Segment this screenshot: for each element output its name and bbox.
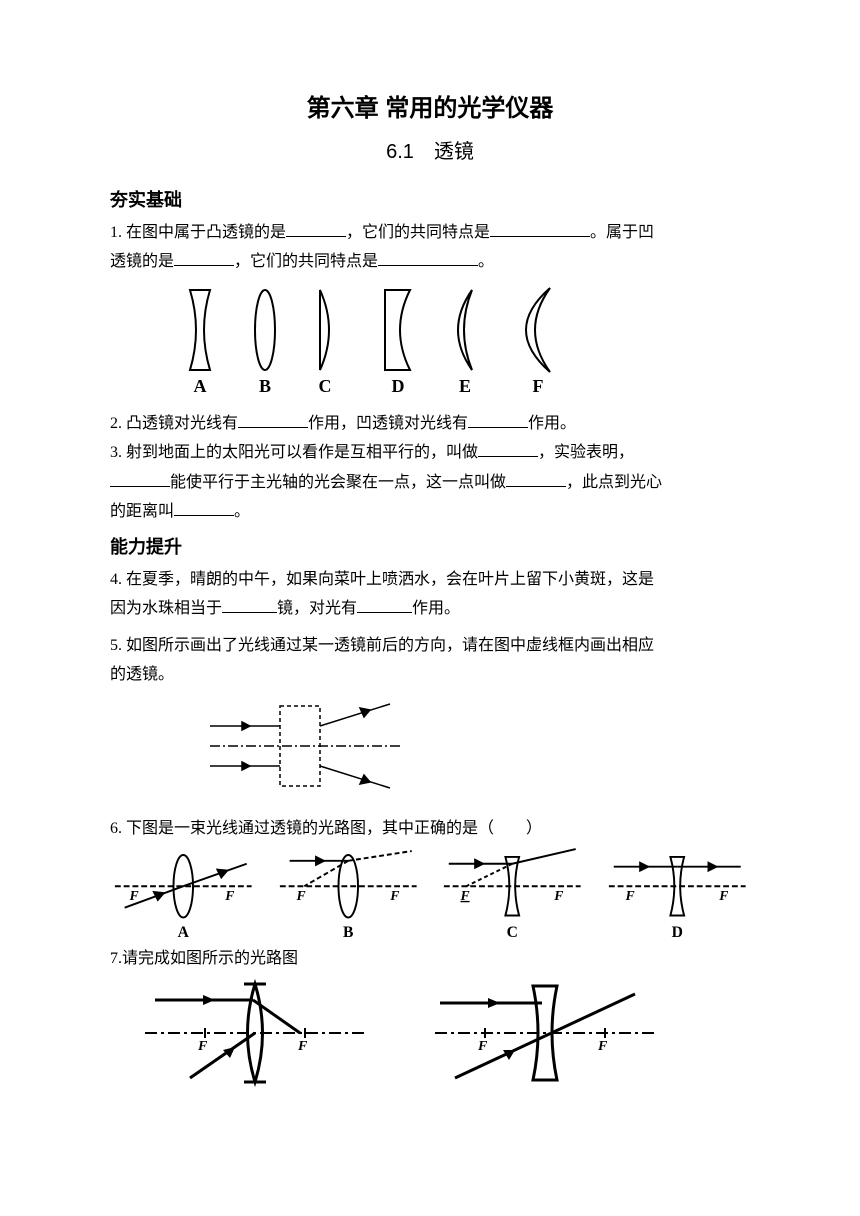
heading-advance: 能力提升: [110, 533, 750, 562]
q4-line2: 因为水珠相当于 镜，对光有 作用。: [110, 595, 750, 622]
lens-label-c: C: [319, 376, 332, 396]
q3-a: 3. 射到地面上的太阳光可以看作是互相平行的，叫做: [110, 444, 478, 461]
q3-d: ，此点到光心: [566, 474, 662, 491]
blank: [357, 597, 412, 613]
q1-text-2b: ，它们的共同特点是: [234, 253, 378, 270]
lens-label-d: D: [392, 376, 405, 396]
blank: [478, 441, 538, 457]
blank: [222, 597, 277, 613]
q4-a: 4. 在夏季，晴朗的中午，如果向菜叶上喷洒水，会在叶片上留下小黄斑，这是: [110, 571, 654, 588]
blank: [490, 221, 590, 237]
svg-text:A: A: [178, 924, 190, 941]
blank: [174, 250, 234, 266]
svg-text:F: F: [389, 888, 399, 903]
q4-b: 因为水珠相当于: [110, 600, 222, 617]
chapter-title: 第六章 常用的光学仪器: [110, 90, 750, 128]
blank: [468, 412, 528, 428]
svg-text:F: F: [624, 888, 634, 903]
blank: [506, 471, 566, 487]
q4-d: 作用。: [412, 600, 460, 617]
q1-text-2c: 。: [478, 253, 494, 270]
heading-basics: 夯实基础: [110, 186, 750, 215]
q1-text-2a: 透镜的是: [110, 253, 174, 270]
lens-label-f: F: [533, 376, 544, 396]
q6-option-c: F F C: [439, 848, 586, 943]
svg-text:F: F: [295, 888, 305, 903]
q7-figure-concave: F F: [430, 978, 660, 1088]
q3-line2: 能使平行于主光轴的光会聚在一点，这一点叫做 ，此点到光心: [110, 469, 750, 496]
q5-b: 的透镜。: [110, 666, 174, 683]
q2-b: 作用，凹透镜对光线有: [308, 415, 468, 432]
q5-line2: 的透镜。: [110, 661, 750, 688]
svg-text:B: B: [343, 924, 353, 941]
blank: [238, 412, 308, 428]
svg-text:F: F: [718, 888, 728, 903]
q1-text-1c: 。属于凹: [590, 224, 654, 241]
q3-e: 的距离叫: [110, 503, 174, 520]
q1-text-1a: 1. 在图中属于凸透镜的是: [110, 224, 286, 241]
q7-figure-convex: F F: [140, 978, 370, 1088]
q1-line1: 1. 在图中属于凸透镜的是 ，它们的共同特点是 。属于凹: [110, 219, 750, 246]
q2-c: 作用。: [528, 415, 576, 432]
q6-text: 6. 下图是一束光线通过透镜的光路图，其中正确的是（ ）: [110, 815, 750, 842]
q3-c: 能使平行于主光轴的光会聚在一点，这一点叫做: [170, 474, 506, 491]
q5-figure: [200, 696, 750, 805]
q4-line1: 4. 在夏季，晴朗的中午，如果向菜叶上喷洒水，会在叶片上留下小黄斑，这是: [110, 566, 750, 593]
svg-text:F: F: [297, 1039, 308, 1054]
q1-text-1b: ，它们的共同特点是: [346, 224, 490, 241]
q6-options: F F A F F B F F: [110, 848, 750, 943]
q2-a: 2. 凸透镜对光线有: [110, 415, 238, 432]
q7-figures: F F F F: [140, 978, 750, 1088]
svg-text:F: F: [224, 888, 234, 903]
blank: [174, 500, 234, 516]
q3-line3: 的距离叫 。: [110, 498, 750, 525]
q4-c: 镜，对光有: [277, 600, 357, 617]
q7-text: 7.请完成如图所示的光路图: [110, 945, 750, 972]
svg-text:F: F: [197, 1039, 208, 1054]
svg-text:C: C: [507, 924, 518, 941]
q3-b: ，实验表明，: [538, 444, 634, 461]
section-title: 6.1 透镜: [110, 136, 750, 168]
svg-text:F: F: [129, 888, 139, 903]
q5-line1: 5. 如图所示画出了光线通过某一透镜前后的方向，请在图中虚线框内画出相应: [110, 632, 750, 659]
q2: 2. 凸透镜对光线有 作用，凹透镜对光线有 作用。: [110, 410, 750, 437]
q1-line2: 透镜的是 ，它们的共同特点是 。: [110, 248, 750, 275]
lens-label-a: A: [194, 376, 207, 396]
q3-f: 。: [234, 503, 250, 520]
svg-text:F: F: [597, 1039, 608, 1054]
svg-text:F: F: [553, 888, 563, 903]
q1-lens-figure: A B C D E F: [150, 280, 750, 409]
q6-option-a: F F A: [110, 848, 257, 943]
blank: [286, 221, 346, 237]
svg-text:F: F: [459, 888, 469, 903]
lens-label-b: B: [259, 376, 271, 396]
svg-text:F: F: [477, 1039, 488, 1054]
blank: [378, 250, 478, 266]
q6-option-d: F F D: [604, 848, 751, 943]
svg-text:D: D: [671, 924, 682, 941]
lens-label-e: E: [459, 376, 471, 396]
blank: [110, 471, 170, 487]
q6-option-b: F F B: [275, 848, 422, 943]
q3-line1: 3. 射到地面上的太阳光可以看作是互相平行的，叫做 ，实验表明，: [110, 439, 750, 466]
q5-a: 5. 如图所示画出了光线通过某一透镜前后的方向，请在图中虚线框内画出相应: [110, 637, 654, 654]
